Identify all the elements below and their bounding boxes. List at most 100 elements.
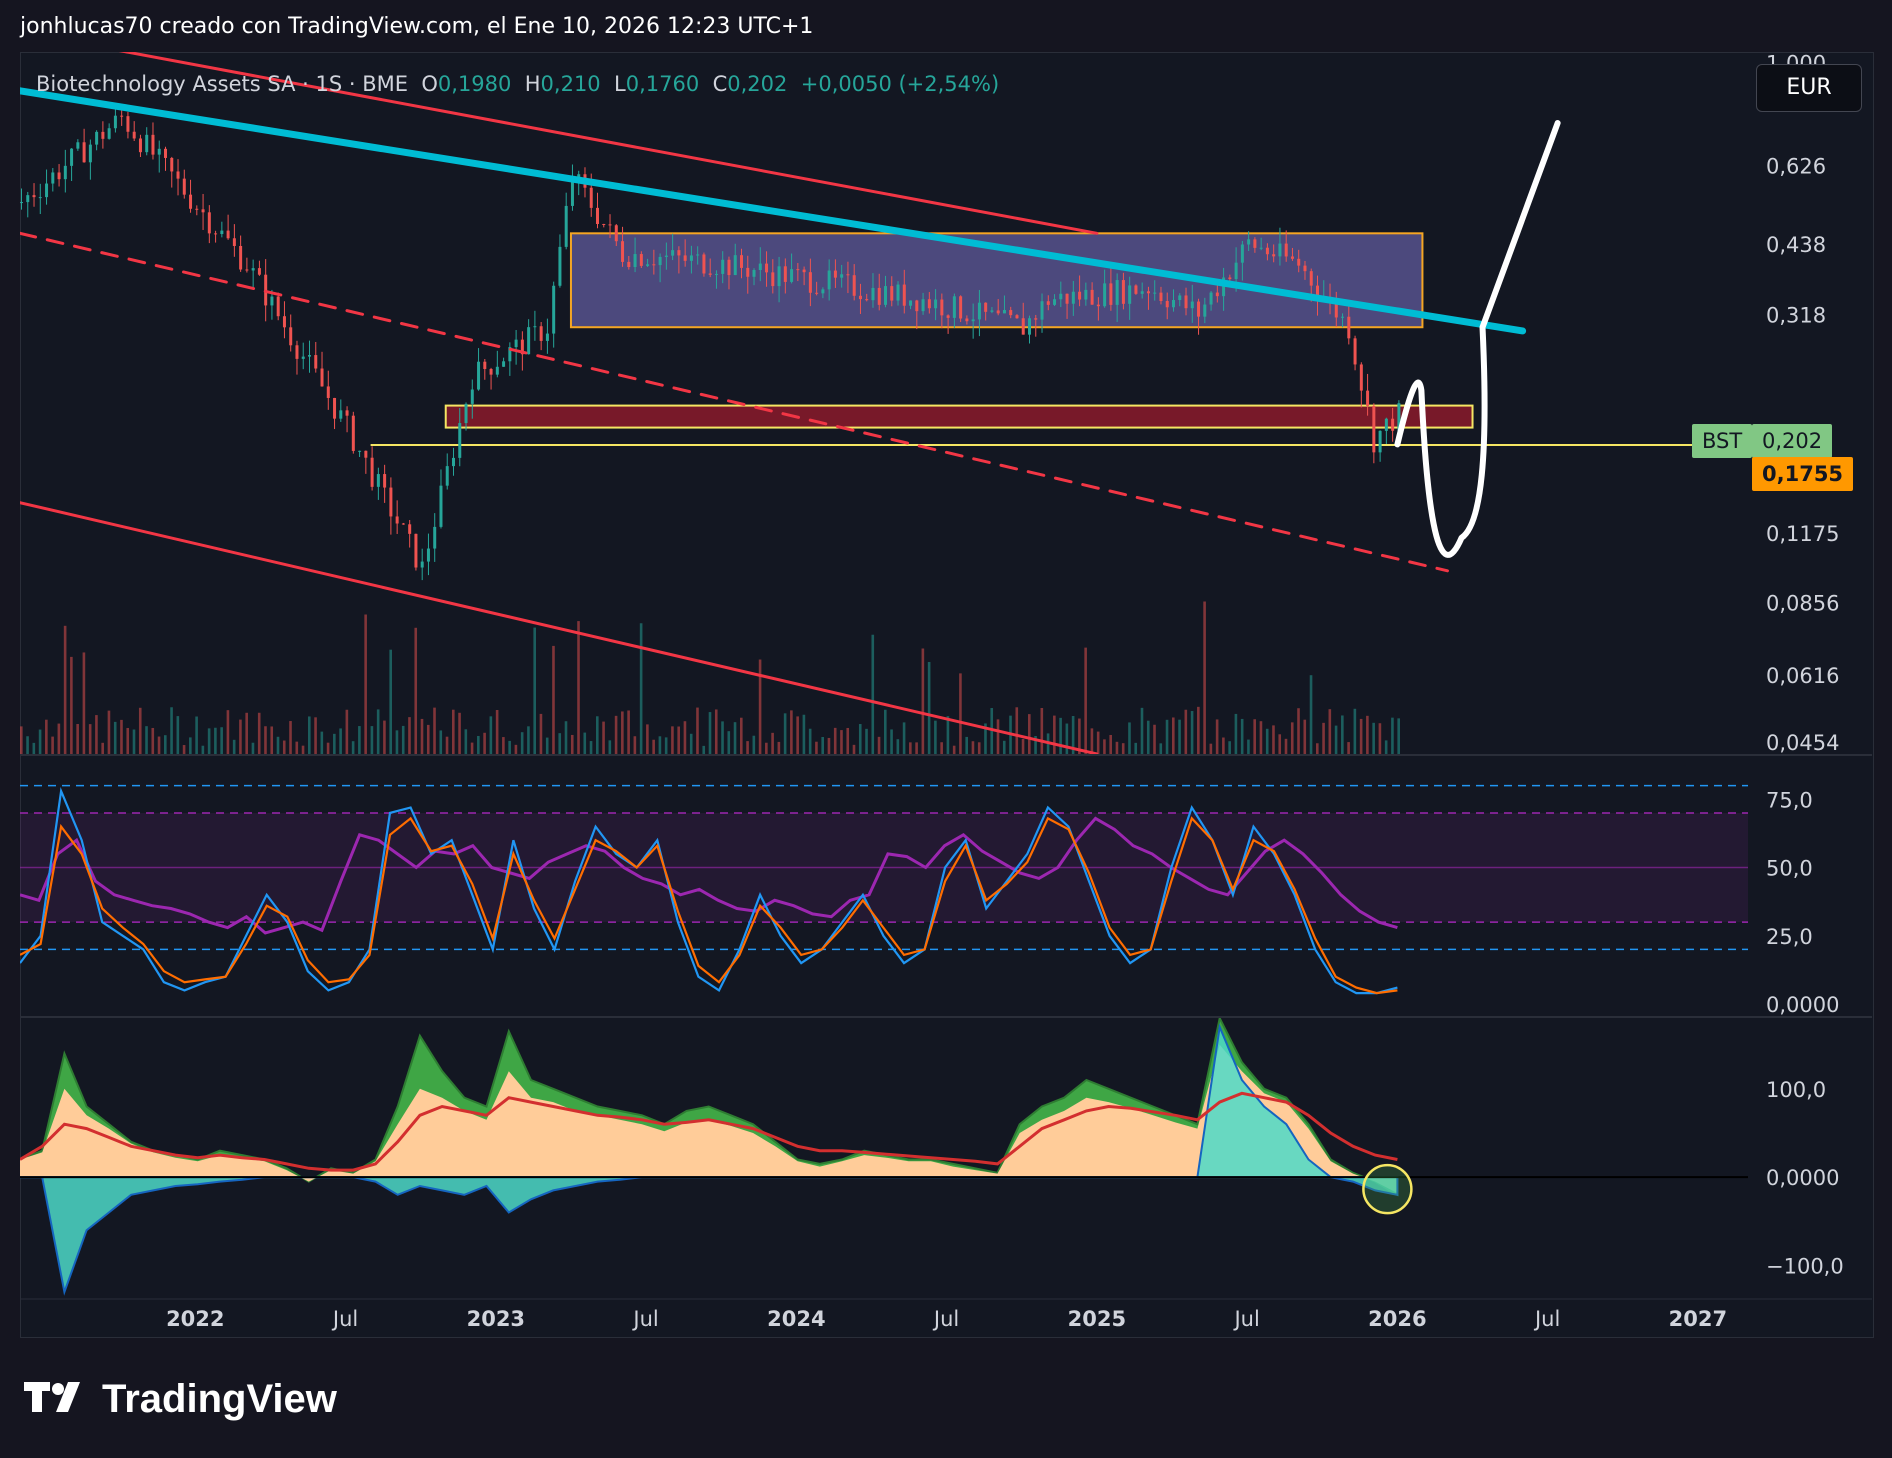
volume-bar: [232, 739, 236, 754]
candle-body: [1197, 301, 1201, 317]
candle-body: [502, 361, 506, 367]
chart-author-header: jonhlucas70 creado con TradingView.com, …: [20, 14, 814, 39]
candle-body: [846, 274, 850, 276]
stoch-rsi-pane[interactable]: [20, 784, 1748, 995]
volume-bar: [32, 742, 36, 754]
oscillator-pane[interactable]: [20, 1018, 1748, 1296]
price-pane[interactable]: [20, 52, 1748, 754]
tradingview-wordmark: TradingView: [102, 1377, 337, 1421]
volume-bar: [858, 724, 862, 754]
candle-body: [758, 263, 762, 271]
volume-bar: [1297, 708, 1300, 754]
candle-body: [558, 246, 562, 286]
candle-body: [959, 296, 963, 319]
candle-body: [896, 284, 900, 301]
candle-body: [1359, 364, 1363, 391]
volume-bar: [702, 745, 706, 754]
volume-bar: [289, 721, 292, 754]
candle-body: [458, 423, 462, 458]
candle-body: [1272, 254, 1276, 257]
projection-drawing: [1394, 120, 1561, 558]
candle-body: [514, 339, 518, 348]
candle-body: [370, 457, 374, 487]
volume-bar: [965, 736, 968, 754]
candle-body: [1203, 304, 1207, 317]
candle-body: [1384, 418, 1388, 431]
high-key: H: [524, 72, 541, 96]
volume-bar: [602, 721, 605, 754]
volume-bar: [1078, 718, 1081, 754]
time-tick-label: Jul: [1533, 1307, 1560, 1331]
candle-body: [639, 254, 643, 266]
candle-body: [1397, 403, 1401, 431]
candle-body: [1165, 301, 1169, 308]
price-tick-label: 0,0616: [1766, 664, 1839, 688]
volume-bar: [758, 659, 762, 754]
volume-bar: [477, 735, 480, 754]
volume-bar: [164, 735, 167, 754]
volume-bar: [88, 724, 92, 754]
candle-body: [602, 223, 606, 225]
candle-body: [808, 272, 812, 293]
candle-body: [1046, 301, 1050, 305]
time-tick-label: 2025: [1068, 1307, 1126, 1331]
volume-bar: [107, 710, 111, 754]
osc-tick-label: 100,0: [1766, 1078, 1826, 1102]
last-price-tag: 0,202: [1752, 424, 1833, 458]
volume-bar: [1359, 718, 1363, 754]
volume-bar: [621, 711, 624, 754]
volume-bar: [1272, 725, 1275, 754]
volume-bar: [45, 719, 48, 754]
candle-body: [683, 255, 687, 261]
candle-body: [76, 142, 80, 149]
time-tick-label: Jul: [331, 1307, 358, 1331]
candle-body: [1297, 258, 1301, 266]
volume-bar: [1353, 708, 1357, 754]
low-value: 0,1760: [625, 72, 700, 96]
volume-bar: [1378, 723, 1382, 754]
volume-bar: [1159, 743, 1163, 754]
volume-bar: [1278, 734, 1282, 754]
volume-bar: [1284, 738, 1288, 754]
candle-body: [614, 225, 618, 242]
candle-body: [1015, 315, 1019, 319]
volume-bar: [677, 726, 680, 754]
time-tick-label: 2024: [767, 1307, 825, 1331]
candle-body: [20, 202, 23, 204]
volume-bar: [727, 731, 731, 754]
volume-bar: [921, 648, 925, 754]
volume-bar: [884, 709, 887, 754]
volume-bar: [545, 737, 549, 754]
candle-body: [833, 270, 837, 278]
candle-body: [1391, 418, 1395, 431]
candle-body: [940, 299, 944, 316]
candle-body: [414, 533, 418, 568]
volume-bar: [1084, 647, 1087, 754]
volume-bar: [239, 719, 242, 754]
price-axis[interactable]: 1,0000,6260,4380,3180,11750,08560,06160,…: [1766, 52, 1844, 1279]
candle-body: [1372, 405, 1376, 453]
candle-body: [477, 361, 481, 390]
volume-bar: [182, 745, 186, 754]
currency-button[interactable]: EUR: [1756, 64, 1862, 112]
volume-bar: [470, 742, 474, 754]
candle-body: [714, 273, 718, 275]
candle-body: [733, 255, 737, 276]
candle-body: [107, 128, 111, 139]
volume-bar: [714, 709, 718, 754]
candle-body: [395, 516, 399, 524]
volume-bar: [514, 744, 518, 754]
volume-bar: [1253, 719, 1256, 754]
volume-bar: [570, 734, 574, 754]
price-tick-label: 0,318: [1766, 303, 1826, 327]
candle-body: [276, 296, 280, 317]
candle-body: [1378, 430, 1382, 453]
volume-bar: [683, 721, 687, 754]
candle-body: [752, 270, 756, 277]
symbol-tag: BST: [1692, 424, 1753, 458]
candle-body: [934, 299, 938, 309]
time-axis[interactable]: 2022 Jul 2023 Jul 2024 Jul 2025 Jul 2026 Jul 2027: [166, 1307, 1727, 1331]
price-tick-label: 0,0856: [1766, 592, 1839, 616]
candle-body: [151, 134, 155, 155]
chart-canvas[interactable]: 1,0000,6260,4380,3180,11750,08560,06160,…: [20, 52, 1872, 1338]
